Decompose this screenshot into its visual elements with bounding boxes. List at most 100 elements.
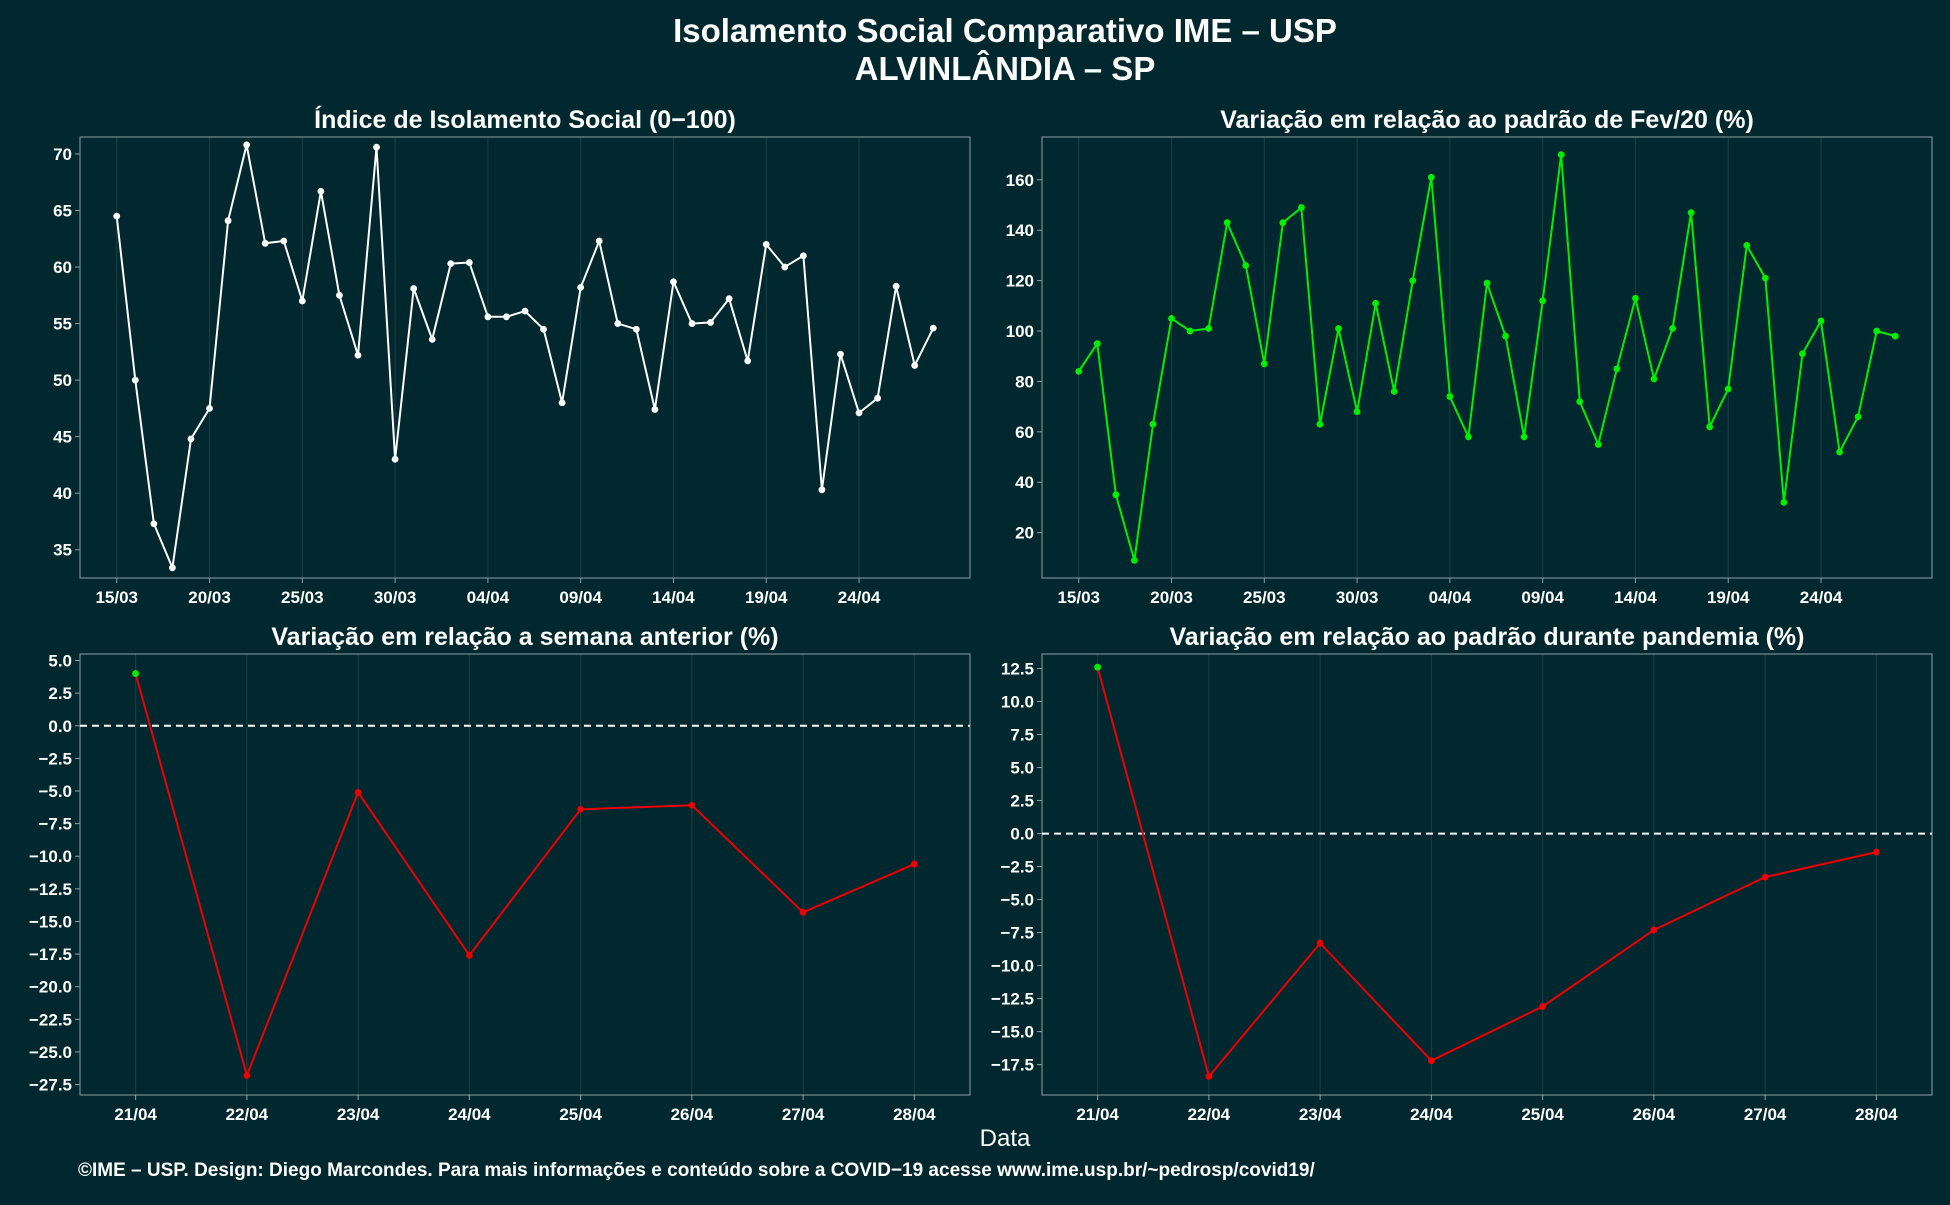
data-point [1446,393,1454,400]
data-point [799,252,807,260]
data-point [391,455,399,463]
panel-title: Variação em relação a semana anterior (%… [271,623,778,651]
data-point [484,313,492,321]
x-tick-label: 20/03 [188,588,231,607]
data-point [465,259,473,266]
x-tick-label: 25/03 [281,588,324,607]
data-point [1539,1003,1547,1010]
series-line [1096,666,1877,1079]
data-point [1131,556,1138,564]
y-tick-label: 0.0 [48,717,72,736]
y-tick-label: 55 [53,315,72,334]
data-point [1075,367,1083,375]
data-point [1650,926,1658,934]
x-tick-label: 21/04 [1076,1105,1119,1124]
y-tick-label: 140 [1006,221,1034,240]
data-point [762,241,770,248]
data-point [1372,299,1380,307]
data-point [1298,204,1305,211]
data-point [243,1072,251,1079]
y-tick-label: 7.5 [1010,726,1034,745]
data-point [725,295,733,303]
data-point [1724,385,1732,393]
y-tick-label: 40 [1015,473,1034,492]
y-tick-label: 120 [1006,272,1034,291]
y-tick-label: −7.5 [38,815,72,834]
x-tick-label: 30/03 [1336,588,1379,607]
data-point [1316,939,1324,947]
y-tick-label: −20.0 [29,978,72,997]
data-point [428,336,436,343]
data-point [595,237,603,245]
y-tick-label: 12.5 [1001,660,1034,679]
x-tick-label: 20/03 [1150,588,1193,607]
data-point [1539,297,1547,305]
y-tick-label: 50 [53,371,72,390]
data-point [855,409,863,417]
data-point [373,143,380,151]
y-tick-label: −5.0 [1000,891,1034,910]
data-point [1465,433,1472,441]
y-tick-label: 60 [1015,423,1034,442]
data-point [1836,448,1843,456]
data-point [243,141,251,149]
data-point [614,320,622,327]
data-point [1761,873,1769,881]
data-point [1335,325,1342,332]
data-point [1427,173,1435,181]
x-axis-label: Data [980,1125,1031,1152]
data-point [1483,279,1491,287]
data-point [1112,491,1120,499]
y-tick-label: −27.5 [29,1076,72,1095]
data-point [131,376,139,384]
data-point [1891,332,1899,340]
chart-panel: Variação em relação ao padrão de Fev/20 … [1006,106,1933,607]
y-tick-label: −5.0 [38,782,72,801]
y-tick-label: 70 [53,145,72,164]
x-tick-label: 24/04 [448,1105,491,1124]
chart-title-line2: ALVINLÂNDIA – SP [855,50,1156,87]
data-point [1520,433,1528,441]
y-tick-label: 10.0 [1001,693,1034,712]
data-point [1706,423,1714,431]
y-tick-label: 160 [1006,171,1034,190]
x-tick-label: 04/04 [1429,588,1472,607]
y-tick-label: −22.5 [29,1010,72,1029]
y-tick-label: 2.5 [1010,792,1034,811]
x-tick-label: 14/04 [1614,588,1657,607]
x-tick-label: 22/04 [226,1105,269,1124]
x-tick-label: 25/04 [1521,1105,1564,1124]
data-point [280,237,288,245]
data-point [1650,375,1658,383]
data-point [1205,1073,1213,1080]
panel-title: Variação em relação ao padrão de Fev/20 … [1220,106,1754,134]
data-point [1743,241,1751,249]
x-tick-label: 04/04 [467,588,510,607]
chart-panel: Variação em relação ao padrão durante pa… [991,623,1933,1124]
y-tick-label: −12.5 [29,880,72,899]
footer-credit: ©IME – USP. Design: Diego Marcondes. Par… [78,1160,1315,1181]
series-line [115,144,935,572]
data-point [317,187,325,195]
y-tick-label: 40 [53,484,72,503]
x-tick-label: 27/04 [1744,1105,1787,1124]
data-point [447,260,455,268]
x-tick-label: 30/03 [374,588,417,607]
y-tick-label: −25.0 [29,1043,72,1062]
chart-title-line1: Isolamento Social Comparativo IME – USP [673,12,1337,49]
y-tick-label: 0.0 [1010,825,1034,844]
data-point [651,406,659,413]
data-point [354,788,362,796]
chart-panel: Variação em relação a semana anterior (%… [29,623,971,1124]
x-tick-label: 24/04 [1410,1105,1453,1124]
data-point [354,351,362,359]
x-tick-label: 22/04 [1188,1105,1231,1124]
data-point [837,350,844,358]
panel-border [79,653,971,1096]
y-tick-label: −15.0 [29,912,72,931]
data-point [113,212,121,220]
y-tick-label: −10.0 [29,847,72,866]
data-point [1149,420,1157,428]
